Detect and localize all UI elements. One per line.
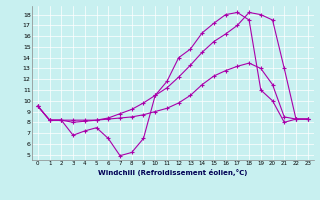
X-axis label: Windchill (Refroidissement éolien,°C): Windchill (Refroidissement éolien,°C) [98, 169, 247, 176]
